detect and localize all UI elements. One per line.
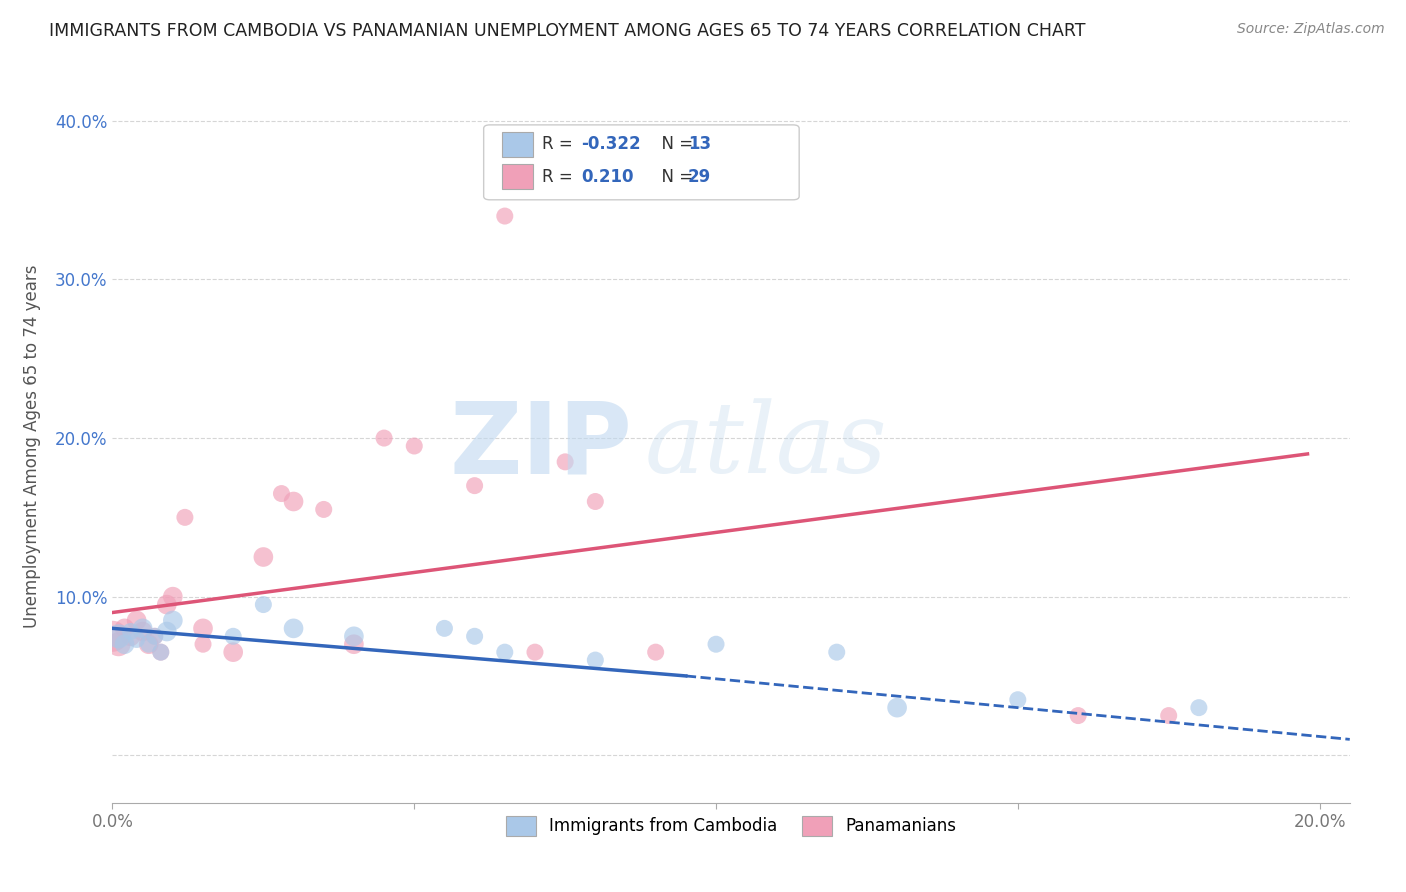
Point [373, 431, 395, 445]
Point [825, 645, 848, 659]
Point [886, 700, 908, 714]
Text: -0.322: -0.322 [582, 136, 641, 153]
Point [114, 637, 136, 651]
Text: IMMIGRANTS FROM CAMBODIA VS PANAMANIAN UNEMPLOYMENT AMONG AGES 65 TO 74 YEARS CO: IMMIGRANTS FROM CAMBODIA VS PANAMANIAN U… [49, 22, 1085, 40]
Point [191, 637, 214, 651]
Point [404, 439, 426, 453]
Point [222, 645, 245, 659]
Point [114, 621, 136, 635]
Point [583, 653, 606, 667]
Point [222, 629, 245, 643]
Point [120, 629, 142, 643]
Point [120, 624, 142, 639]
Point [138, 637, 160, 651]
Point [1157, 708, 1180, 723]
Point [433, 621, 456, 635]
Text: ZIP: ZIP [450, 398, 633, 494]
Text: 29: 29 [688, 168, 711, 186]
Point [162, 614, 184, 628]
Point [283, 621, 305, 635]
Text: N =: N = [651, 168, 697, 186]
Point [523, 645, 546, 659]
Point [1188, 700, 1211, 714]
Point [494, 209, 516, 223]
Point [131, 624, 153, 639]
Text: N =: N = [651, 136, 697, 153]
Bar [502, 164, 533, 189]
Point [131, 621, 153, 635]
Text: R =: R = [541, 168, 583, 186]
Point [107, 637, 129, 651]
Point [494, 645, 516, 659]
Point [174, 510, 197, 524]
Text: R =: R = [541, 136, 578, 153]
Point [162, 590, 184, 604]
Point [343, 629, 366, 643]
Point [107, 629, 129, 643]
Point [464, 629, 486, 643]
Point [1067, 708, 1090, 723]
Point [252, 598, 274, 612]
Point [343, 637, 366, 651]
Y-axis label: Unemployment Among Ages 65 to 74 years: Unemployment Among Ages 65 to 74 years [24, 264, 41, 628]
Point [252, 549, 274, 564]
Point [644, 645, 666, 659]
Point [704, 637, 727, 651]
Point [149, 645, 172, 659]
Point [1007, 692, 1029, 706]
Point [554, 455, 576, 469]
Point [270, 486, 292, 500]
Point [191, 621, 214, 635]
Text: atlas: atlas [644, 399, 887, 493]
Point [156, 598, 179, 612]
Point [312, 502, 335, 516]
Text: Source: ZipAtlas.com: Source: ZipAtlas.com [1237, 22, 1385, 37]
Point [125, 614, 148, 628]
Bar [502, 132, 533, 157]
Text: 0.210: 0.210 [582, 168, 634, 186]
Point [143, 629, 166, 643]
Point [101, 629, 124, 643]
Point [125, 632, 148, 647]
Point [156, 624, 179, 639]
Legend: Immigrants from Cambodia, Panamanians: Immigrants from Cambodia, Panamanians [498, 807, 965, 845]
Text: 13: 13 [688, 136, 711, 153]
Point [583, 494, 606, 508]
Point [138, 637, 160, 651]
Point [149, 645, 172, 659]
Point [283, 494, 305, 508]
FancyBboxPatch shape [484, 125, 799, 200]
Point [143, 629, 166, 643]
Point [464, 478, 486, 492]
